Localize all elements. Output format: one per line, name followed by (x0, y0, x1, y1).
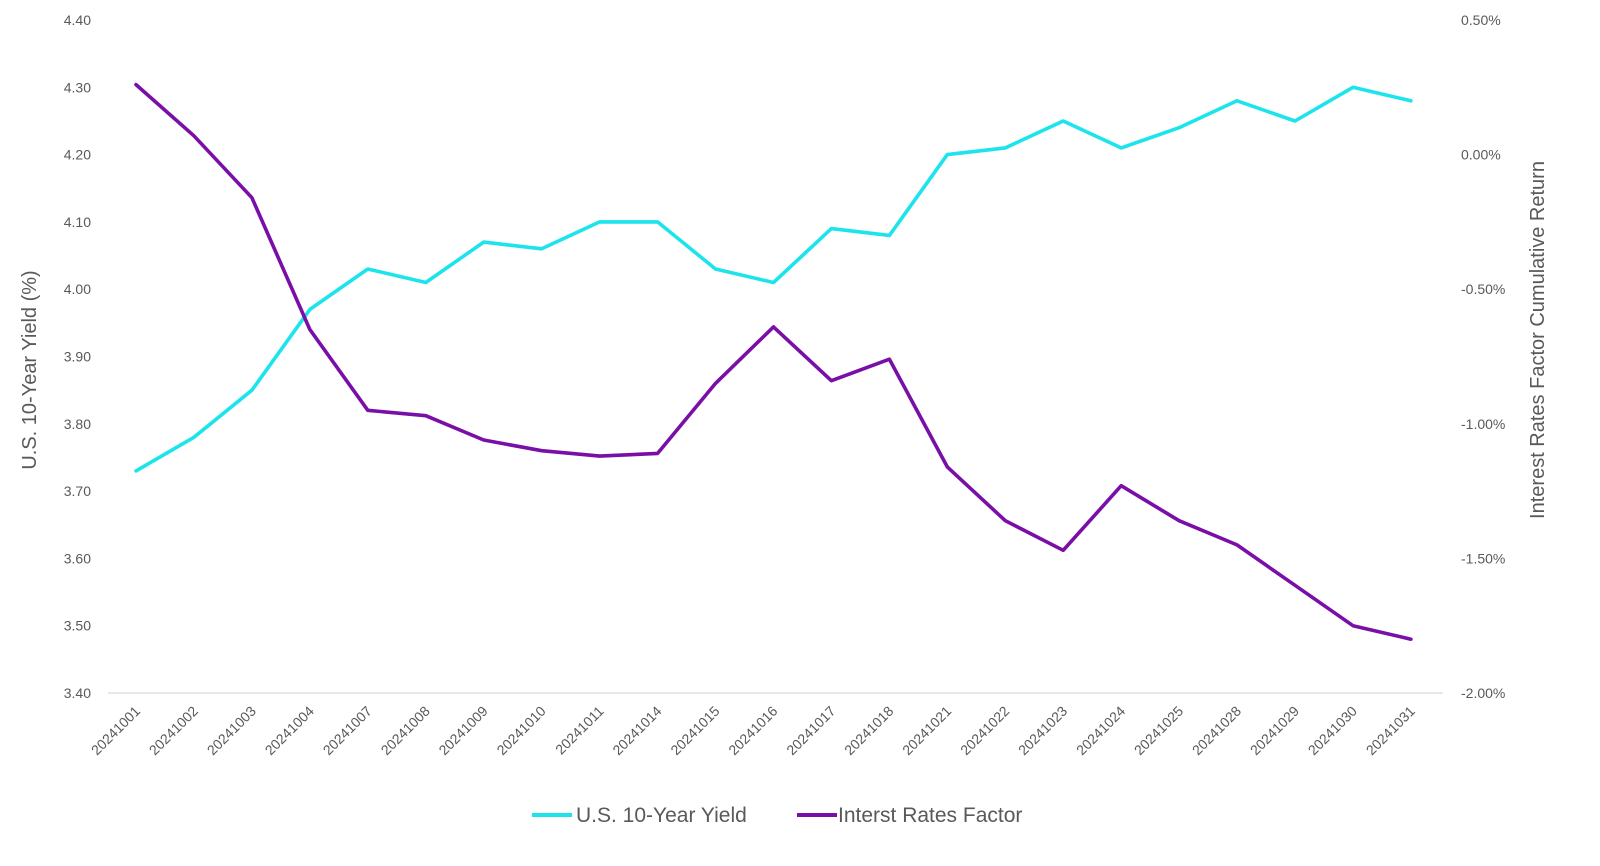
x-tick-label: 20241018 (841, 703, 897, 759)
x-tick-label: 20241001 (88, 703, 144, 759)
left-tick-label: 3.50 (64, 618, 91, 634)
legend-label-yield: U.S. 10-Year Yield (576, 804, 747, 827)
x-tick-label: 20241011 (552, 703, 607, 758)
left-axis-ticks: 4.40 4.30 4.20 4.10 4.00 3.90 3.80 3.70 3.60 3.50… (64, 12, 91, 701)
x-tick-label: 20241003 (204, 703, 260, 759)
legend: U.S. 10-Year Yield Interst Rates Factor (532, 804, 1022, 827)
right-tick-label: 0.50% (1461, 12, 1501, 28)
x-tick-label: 20241009 (435, 703, 491, 759)
left-tick-label: 3.60 (64, 550, 91, 566)
x-tick-label: 20241010 (493, 703, 549, 759)
factor-series-line (134, 82, 1413, 642)
left-axis-title: U.S. 10-Year Yield (%) (19, 270, 41, 469)
right-tick-label: -1.00% (1461, 416, 1505, 432)
left-tick-label: 4.40 (64, 12, 91, 28)
left-tick-label: 3.80 (64, 416, 91, 432)
x-tick-label: 20241024 (1073, 703, 1129, 759)
left-tick-label: 4.20 (64, 147, 91, 163)
x-tick-label: 20241023 (1015, 703, 1071, 759)
right-tick-label: -2.00% (1461, 685, 1505, 701)
right-tick-label: -1.50% (1461, 550, 1505, 566)
x-tick-label: 20241016 (725, 703, 781, 759)
right-tick-label: 0.00% (1461, 147, 1501, 163)
right-tick-label: -0.50% (1461, 281, 1505, 297)
left-tick-label: 4.10 (64, 214, 91, 230)
x-tick-label: 20241017 (783, 703, 839, 759)
x-tick-label: 20241007 (320, 703, 376, 759)
right-axis-ticks: 0.50% 0.00% -0.50% -1.00% -1.50% -2.00% (1461, 12, 1505, 701)
x-tick-label: 20241002 (146, 703, 202, 759)
x-tick-label: 20241004 (262, 703, 318, 759)
series-lines (134, 82, 1413, 642)
x-tick-label: 20241025 (1131, 703, 1187, 759)
right-axis-title: Interest Rates Factor Cumulative Return (1527, 161, 1549, 519)
left-tick-label: 4.30 (64, 79, 91, 95)
x-axis-ticks: 20241001 20241002 20241003 20241004 20241007… (88, 703, 1418, 759)
legend-label-factor: Interst Rates Factor (838, 804, 1022, 827)
left-tick-label: 3.70 (64, 483, 91, 499)
x-tick-label: 20241031 (1363, 703, 1419, 759)
x-tick-label: 20241030 (1305, 703, 1361, 759)
x-tick-label: 20241015 (667, 703, 723, 759)
x-tick-label: 20241022 (957, 703, 1013, 759)
x-tick-label: 20241029 (1247, 703, 1303, 759)
left-tick-label: 3.90 (64, 349, 91, 365)
left-tick-label: 3.40 (64, 685, 91, 701)
yield-series-line (134, 85, 1413, 473)
x-tick-label: 20241014 (609, 703, 665, 759)
x-tick-label: 20241008 (378, 703, 434, 759)
left-tick-label: 4.00 (64, 281, 91, 297)
x-tick-label: 20241028 (1189, 703, 1245, 759)
x-tick-label: 20241021 (899, 703, 955, 759)
